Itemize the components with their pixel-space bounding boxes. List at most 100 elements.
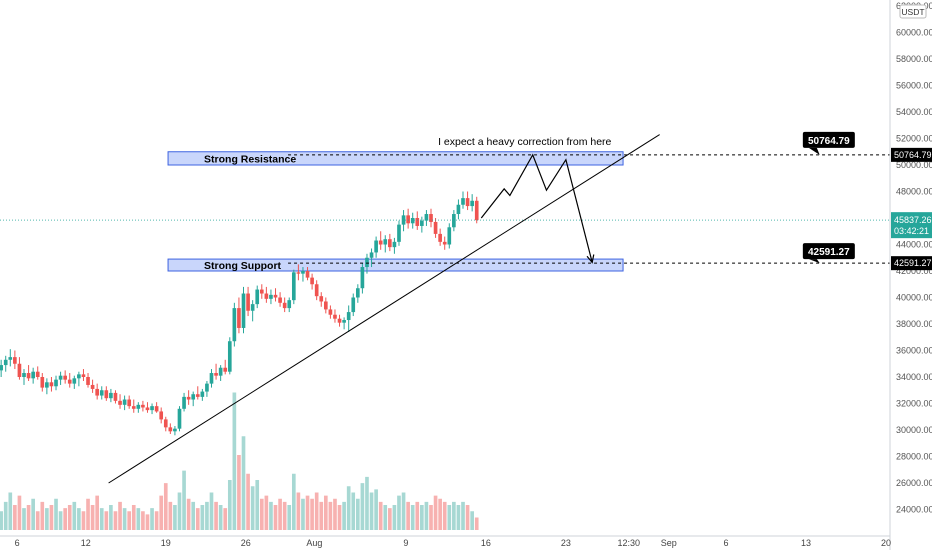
zone-rect[interactable] bbox=[167, 258, 624, 272]
time-tick-label: Sep bbox=[661, 538, 677, 548]
price-tick-label: 48000.00 bbox=[896, 187, 932, 197]
candle-body bbox=[442, 241, 447, 245]
volume-bar bbox=[360, 483, 365, 530]
volume-bar bbox=[429, 505, 433, 530]
volume-bar bbox=[269, 501, 273, 530]
volume-bar bbox=[186, 498, 191, 530]
time-tick-label: 26 bbox=[241, 538, 251, 548]
volume-bar bbox=[54, 498, 58, 530]
volume-bar bbox=[406, 501, 410, 530]
volume-bar bbox=[278, 498, 282, 530]
candle-body bbox=[127, 399, 132, 407]
volume-bar bbox=[465, 505, 470, 530]
volume-bar bbox=[163, 483, 168, 530]
volume-bar bbox=[319, 501, 324, 530]
candle-body bbox=[63, 375, 67, 380]
volume-bar bbox=[356, 498, 360, 530]
candle-body bbox=[118, 400, 122, 405]
volume-bar bbox=[0, 511, 3, 530]
candle-body bbox=[397, 224, 401, 242]
zone-rect[interactable] bbox=[167, 151, 624, 166]
current-price-tag bbox=[891, 212, 932, 239]
candle-body bbox=[310, 277, 314, 285]
volume-bar bbox=[177, 492, 182, 530]
drawing-lines-layer bbox=[0, 134, 890, 484]
candle-body bbox=[154, 406, 159, 412]
volume-bar bbox=[410, 505, 415, 530]
volume-bar bbox=[159, 495, 164, 530]
price-tick-label: 42000.00 bbox=[896, 266, 932, 276]
drawing-labels-layer: Strong Resistance Strong Support I expect … bbox=[204, 131, 855, 272]
volume-bar bbox=[241, 436, 246, 530]
time-tick-label: 6 bbox=[723, 538, 728, 548]
candle-body bbox=[113, 392, 118, 401]
volume-bar bbox=[218, 505, 223, 530]
callout-label: 50764.79 bbox=[808, 136, 850, 147]
volume-bar bbox=[452, 501, 456, 530]
volume-bar bbox=[17, 495, 22, 530]
candle-body bbox=[415, 218, 420, 226]
price-tick-label: 24000.00 bbox=[896, 505, 932, 515]
candle-body bbox=[470, 200, 474, 207]
time-tick-label: 23 bbox=[561, 538, 571, 548]
candle-body bbox=[410, 218, 415, 224]
candle-body bbox=[259, 289, 264, 294]
candle-body bbox=[54, 379, 58, 387]
candle-body bbox=[369, 252, 374, 258]
volume-bar bbox=[388, 508, 392, 530]
current-price-label: 45837.26 bbox=[894, 215, 932, 225]
candle-body bbox=[383, 239, 388, 245]
time-tick-label: 6 bbox=[15, 538, 20, 548]
volume-bar bbox=[456, 505, 461, 530]
candle-body bbox=[301, 271, 305, 274]
price-tick-label: 26000.00 bbox=[896, 478, 932, 488]
candle-body bbox=[374, 240, 378, 253]
volume-bar bbox=[77, 508, 81, 530]
candle-body bbox=[150, 406, 154, 411]
volume-bar bbox=[118, 501, 122, 530]
volume-bar bbox=[365, 476, 369, 530]
volume-bar bbox=[415, 501, 420, 530]
callout-box[interactable] bbox=[802, 131, 855, 148]
volume-bar bbox=[305, 495, 310, 530]
candle-body bbox=[246, 293, 250, 311]
candle-body bbox=[392, 241, 397, 248]
volume-bar bbox=[397, 495, 401, 530]
projection-path[interactable] bbox=[480, 153, 593, 263]
price-tick-label: 32000.00 bbox=[896, 399, 932, 409]
volume-bar bbox=[104, 511, 109, 530]
price-tick-label: 30000.00 bbox=[896, 425, 932, 435]
candle-body bbox=[86, 377, 90, 385]
price-tick-label: 36000.00 bbox=[896, 346, 932, 356]
time-tick-label: 19 bbox=[161, 538, 171, 548]
trend-line[interactable] bbox=[108, 134, 660, 484]
volume-bar bbox=[323, 495, 328, 530]
volume-bar bbox=[58, 511, 63, 530]
candle-body bbox=[406, 215, 410, 224]
candle-body bbox=[8, 357, 13, 360]
volume-bar bbox=[232, 392, 237, 530]
time-tick-label: 12:30 bbox=[618, 538, 641, 548]
volume-bar bbox=[433, 495, 438, 530]
time-tick-label: 13 bbox=[801, 538, 811, 548]
candle-body bbox=[456, 204, 461, 215]
candle-body bbox=[81, 374, 86, 377]
candle-body bbox=[177, 408, 182, 429]
candle-body bbox=[223, 367, 228, 372]
candle-body bbox=[3, 359, 8, 366]
candle-body bbox=[72, 378, 77, 384]
callout-box[interactable] bbox=[802, 243, 855, 260]
volume-bar bbox=[282, 501, 287, 530]
zone-label: Strong Support bbox=[204, 260, 281, 272]
candle-body bbox=[447, 227, 452, 245]
volume-bar bbox=[442, 501, 447, 530]
candles-layer bbox=[0, 191, 479, 436]
candle-body bbox=[186, 396, 191, 400]
volume-bar bbox=[250, 486, 255, 530]
currency-badge[interactable] bbox=[899, 4, 927, 19]
volume-bar bbox=[401, 492, 406, 530]
candle-body bbox=[424, 214, 429, 221]
volume-bar bbox=[145, 514, 150, 530]
candle-body bbox=[95, 388, 100, 396]
